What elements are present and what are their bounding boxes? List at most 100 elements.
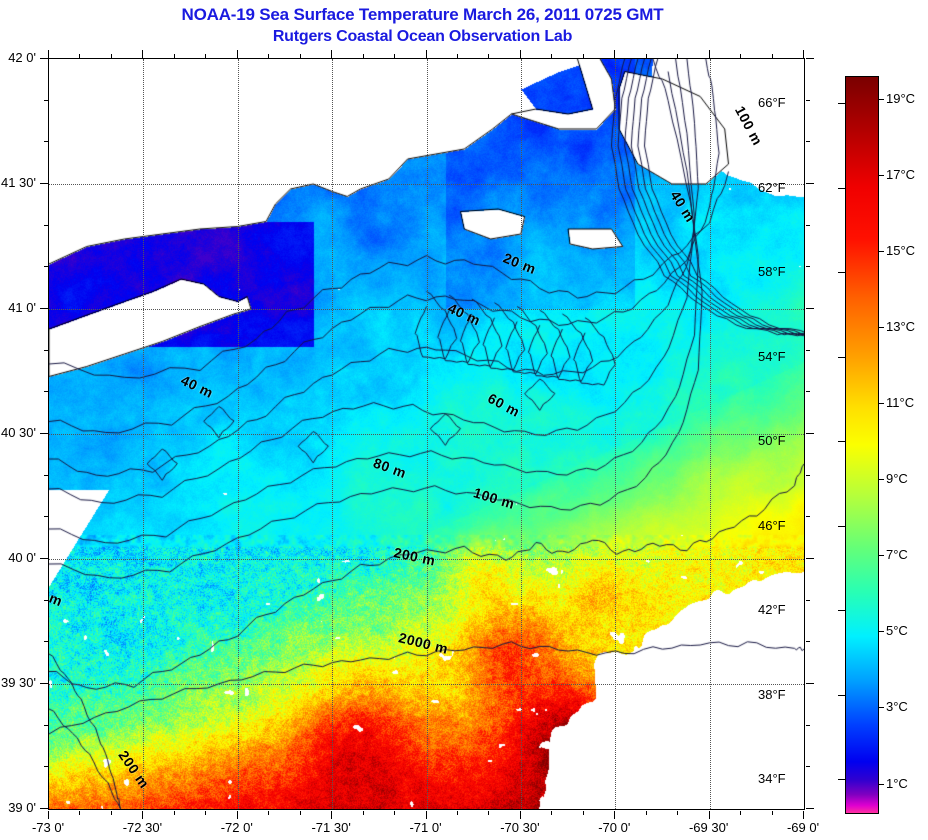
axis-tick-minor-latitude [806,349,810,351]
axis-tick-longitude [425,811,427,819]
axis-tick-minor-latitude [44,141,48,143]
axis-tick-latitude [806,433,814,434]
axis-tick-latitude [806,58,814,59]
axis-tick-longitude [331,811,333,819]
axis-tick-latitude [40,183,48,184]
colorbar-tick-celsius [879,250,884,252]
axis-label-longitude: -69 30' [688,820,729,835]
colorbar-label-celsius: 5°C [886,623,908,639]
colorbar-label-celsius: 1°C [886,775,908,791]
axis-tick-minor-longitude [394,54,396,58]
colorbar-label-fahrenheit: 38°F [758,686,786,702]
axis-label-longitude: -72 30' [122,820,163,835]
axis-tick-longitude [425,50,427,58]
axis-tick-minor-longitude [551,54,553,58]
axis-tick-minor-longitude [740,811,742,815]
axis-tick-longitude [708,811,710,819]
colorbar-label-celsius: 11°C [886,395,915,411]
axis-tick-latitude [806,683,814,684]
axis-tick-minor-latitude [806,641,810,643]
axis-tick-latitude [40,683,48,684]
colorbar-tick-celsius [879,403,884,405]
axis-tick-minor-latitude [44,516,48,518]
colorbar-label-celsius: 3°C [886,699,908,715]
axis-tick-longitude [519,50,521,58]
colorbar-tick-fahrenheit [838,103,845,105]
axis-tick-minor-latitude [806,724,810,726]
axis-tick-minor-latitude [44,474,48,476]
axis-tick-latitude [806,308,814,309]
axis-tick-minor-longitude [110,54,112,58]
colorbar-tick-celsius [879,783,884,785]
axis-tick-minor-longitude [551,811,553,815]
colorbar-tick-celsius [879,631,884,633]
colorbar-tick-fahrenheit [838,779,845,781]
axis-tick-minor-latitude [44,349,48,351]
colorbar-tick-fahrenheit [838,441,845,443]
axis-tick-longitude [48,811,49,819]
axis-tick-minor-longitude [488,54,490,58]
axis-tick-longitude [614,811,616,819]
axis-tick-longitude [331,50,333,58]
axis-label-latitude: 39 30' [0,675,36,690]
axis-tick-minor-latitude [44,224,48,226]
axis-tick-longitude [142,50,144,58]
axis-tick-minor-latitude [806,516,810,518]
axis-label-latitude: 42 0' [8,50,36,65]
title-line-1: NOAA-19 Sea Surface Temperature March 26… [181,5,664,24]
colorbar-label-fahrenheit: 50°F [758,433,786,449]
axis-tick-minor-latitude [806,766,810,768]
axis-tick-minor-longitude [456,54,458,58]
axis-tick-minor-longitude [299,811,301,815]
colorbar-label-fahrenheit: 58°F [758,264,786,280]
axis-tick-minor-longitude [677,811,679,815]
axis-tick-minor-latitude [806,266,810,268]
axis-label-latitude: 40 0' [8,550,36,565]
axis-label-latitude: 40 30' [0,425,36,440]
axis-tick-minor-longitude [299,54,301,58]
axis-tick-latitude [40,308,48,309]
axis-tick-minor-longitude [268,54,270,58]
axis-label-longitude: -70 30' [500,820,540,835]
colorbar-label-fahrenheit: 66°F [758,95,786,111]
axis-tick-longitude [236,50,238,58]
colorbar-tick-fahrenheit [838,272,845,274]
page-title: NOAA-19 Sea Surface Temperature March 26… [0,4,845,48]
colorbar-tick-fahrenheit [838,610,845,612]
colorbar-tick-celsius [879,174,884,176]
axis-tick-latitude [806,808,814,809]
axis-tick-minor-latitude [44,99,48,101]
colorbar-label-fahrenheit: 42°F [758,602,786,618]
colorbar-label-fahrenheit: 34°F [758,771,786,787]
colorbar-label-fahrenheit: 46°F [758,517,786,533]
axis-label-longitude: -69 0' [786,820,820,835]
axis-tick-minor-longitude [582,54,584,58]
axis-tick-minor-latitude [44,724,48,726]
axis-tick-latitude [40,58,48,59]
axis-tick-minor-latitude [806,474,810,476]
axis-tick-minor-longitude [362,54,364,58]
axis-tick-minor-latitude [806,224,810,226]
axis-tick-longitude [708,50,710,58]
axis-tick-minor-longitude [362,811,364,815]
colorbar-tick-fahrenheit [838,525,845,527]
axis-label-longitude: -73 0' [31,820,65,835]
axis-tick-latitude [40,433,48,434]
axis-tick-longitude [519,811,521,819]
axis-tick-longitude [236,811,238,819]
colorbar-label-celsius: 9°C [886,471,908,487]
colorbar-tick-fahrenheit [838,356,845,358]
colorbar-label-celsius: 7°C [886,547,908,563]
axis-tick-minor-longitude [740,54,742,58]
axis-tick-minor-longitude [771,54,773,58]
axis-tick-minor-latitude [44,641,48,643]
axis-tick-minor-latitude [806,599,810,601]
axis-label-longitude: -72 0' [220,820,253,835]
axis-tick-minor-latitude [44,766,48,768]
axis-tick-minor-latitude [806,99,810,101]
colorbar-tick-fahrenheit [838,187,845,189]
colorbar-label-celsius: 13°C [886,319,916,335]
axis-tick-minor-latitude [44,266,48,268]
